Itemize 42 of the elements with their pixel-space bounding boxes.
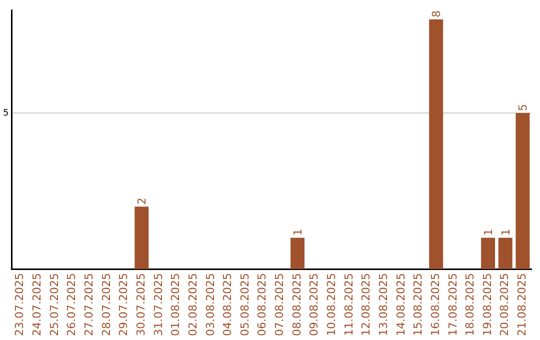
x-tick-label: 13.08.2025 xyxy=(376,273,390,336)
data-label: 1 xyxy=(292,228,305,236)
data-label: 1 xyxy=(499,228,512,236)
x-tick-label: 08.08.2025 xyxy=(290,273,304,336)
x-tick-label: 20.08.2025 xyxy=(498,273,512,336)
x-tick-label: 17.08.2025 xyxy=(446,273,460,336)
bar xyxy=(498,238,512,270)
x-tick-label: 23.07.2025 xyxy=(13,273,26,336)
bar xyxy=(481,238,496,270)
x-tick-label: 18.08.2025 xyxy=(464,273,477,336)
x-tick-label: 05.08.2025 xyxy=(238,273,252,336)
x-tick-label: 29.07.2025 xyxy=(117,273,130,336)
x-tick-label: 09.08.2025 xyxy=(308,273,321,336)
x-tick-label: 01.08.2025 xyxy=(169,273,182,336)
x-tick-label: 25.07.2025 xyxy=(48,273,61,336)
x-tick-label: 04.08.2025 xyxy=(221,273,234,336)
bar xyxy=(429,19,444,270)
x-tick-label: 12.08.2025 xyxy=(360,273,373,336)
x-tick-label: 10.08.2025 xyxy=(325,273,338,336)
bar xyxy=(290,238,305,270)
data-label: 1 xyxy=(482,228,496,236)
bar xyxy=(516,112,530,270)
x-tick-label: 27.07.2025 xyxy=(82,273,96,336)
x-tick-label: 15.08.2025 xyxy=(412,273,425,336)
x-tick-label: 06.08.2025 xyxy=(256,273,269,336)
data-label: 5 xyxy=(516,104,530,111)
x-tick-label: 07.08.2025 xyxy=(273,273,286,336)
bar xyxy=(134,206,149,270)
x-tick-label: 02.08.2025 xyxy=(186,273,200,336)
x-tick-label: 03.08.2025 xyxy=(204,273,217,336)
x-tick-label: 31.07.2025 xyxy=(152,273,165,336)
x-tick-label: 30.07.2025 xyxy=(134,273,148,336)
x-tick-label: 16.08.2025 xyxy=(428,273,442,336)
x-tick-label: 14.08.2025 xyxy=(394,273,408,336)
x-tick-label: 19.08.2025 xyxy=(480,273,494,336)
x-tick-label: 24.07.2025 xyxy=(30,273,44,336)
x-tick-label: 21.08.2025 xyxy=(516,273,529,336)
x-tick-label: 26.07.2025 xyxy=(65,273,78,336)
x-tick-label: 11.08.2025 xyxy=(342,273,356,336)
data-label: 2 xyxy=(136,198,149,205)
x-tick-label: 28.07.2025 xyxy=(100,273,113,336)
data-label: 8 xyxy=(430,10,444,18)
